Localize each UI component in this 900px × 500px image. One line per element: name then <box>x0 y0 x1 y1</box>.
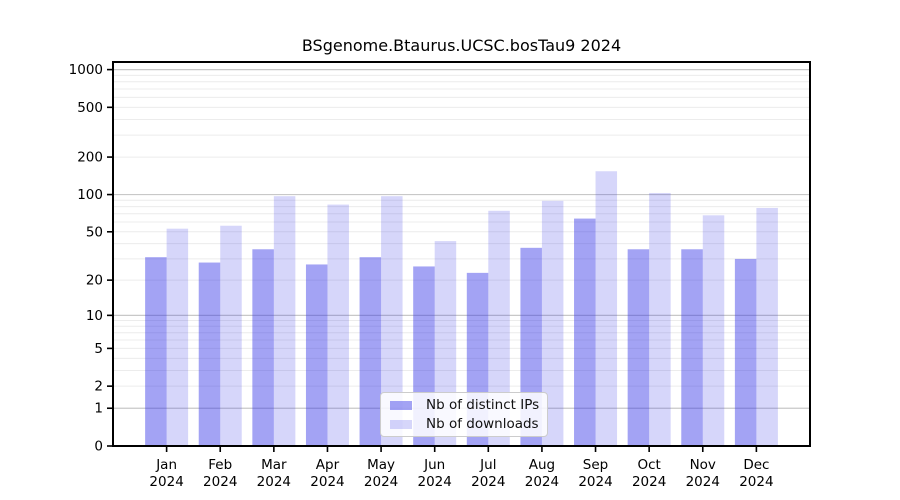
bar-downloads-jan <box>166 228 189 446</box>
bar-downloads-feb <box>220 225 242 446</box>
legend-label-downloads: Nb of downloads <box>426 416 539 432</box>
x-tick-label-mar: Mar 2024 <box>257 457 291 490</box>
x-tick-label-apr: Apr 2024 <box>310 457 344 490</box>
bar-downloads-nov <box>702 215 725 446</box>
plot-frame <box>112 61 811 447</box>
legend-item-distinct-ips: Nb of distinct IPs <box>390 397 540 413</box>
y-tick-label-500: 500 <box>77 100 103 116</box>
bar-downloads-oct <box>649 192 671 446</box>
bar-downloads-mar <box>273 196 296 446</box>
bar-downloads-may <box>381 196 403 446</box>
legend: Nb of distinct IPs Nb of downloads <box>380 392 548 437</box>
bar-distinct-ips-mar <box>252 249 274 446</box>
bar-distinct-ips-may <box>359 257 382 446</box>
bar-distinct-ips-sep <box>574 218 596 446</box>
legend-item-downloads: Nb of downloads <box>390 416 539 432</box>
y-tick-label-10: 10 <box>86 308 103 324</box>
x-tick-label-dec: Dec 2024 <box>739 457 773 490</box>
bar-distinct-ips-oct <box>627 249 650 446</box>
bar-downloads-sep <box>595 171 618 447</box>
x-tick-label-jan: Jan 2024 <box>149 457 183 490</box>
x-tick-label-feb: Feb 2024 <box>203 457 237 490</box>
x-tick-label-may: May 2024 <box>364 457 398 490</box>
bar-downloads-jul <box>488 210 510 446</box>
bar-downloads-dec <box>756 207 778 446</box>
bar-distinct-ips-jan <box>145 257 167 446</box>
bar-downloads-aug <box>541 200 564 446</box>
y-tick-label-5: 5 <box>94 341 103 357</box>
y-tick-label-0: 0 <box>94 439 103 455</box>
y-tick-label-20: 20 <box>86 273 103 289</box>
x-tick-label-jun: Jun 2024 <box>418 457 452 490</box>
x-tick-label-aug: Aug 2024 <box>525 457 559 490</box>
bar-distinct-ips-apr <box>305 264 328 446</box>
legend-swatch-downloads <box>390 419 412 429</box>
y-tick-label-50: 50 <box>86 224 103 240</box>
x-tick-label-oct: Oct 2024 <box>632 457 666 490</box>
y-tick-label-200: 200 <box>77 150 103 166</box>
y-tick-label-100: 100 <box>77 187 103 203</box>
x-tick-label-nov: Nov 2024 <box>686 457 720 490</box>
chart-title: BSgenome.Btaurus.UCSC.bosTau9 2024 <box>301 36 622 55</box>
legend-label-distinct-ips: Nb of distinct IPs <box>426 397 540 413</box>
bar-distinct-ips-dec <box>734 258 757 446</box>
y-tick-label-2: 2 <box>94 379 103 395</box>
y-tick-label-1000: 1000 <box>69 62 103 78</box>
x-tick-label-jul: Jul 2024 <box>471 457 505 490</box>
bar-distinct-ips-nov <box>681 249 703 446</box>
bar-downloads-apr <box>327 204 349 446</box>
legend-swatch-distinct-ips <box>390 400 412 410</box>
y-tick-label-1: 1 <box>94 401 103 417</box>
bar-distinct-ips-feb <box>198 262 221 446</box>
x-tick-label-sep: Sep 2024 <box>578 457 612 490</box>
